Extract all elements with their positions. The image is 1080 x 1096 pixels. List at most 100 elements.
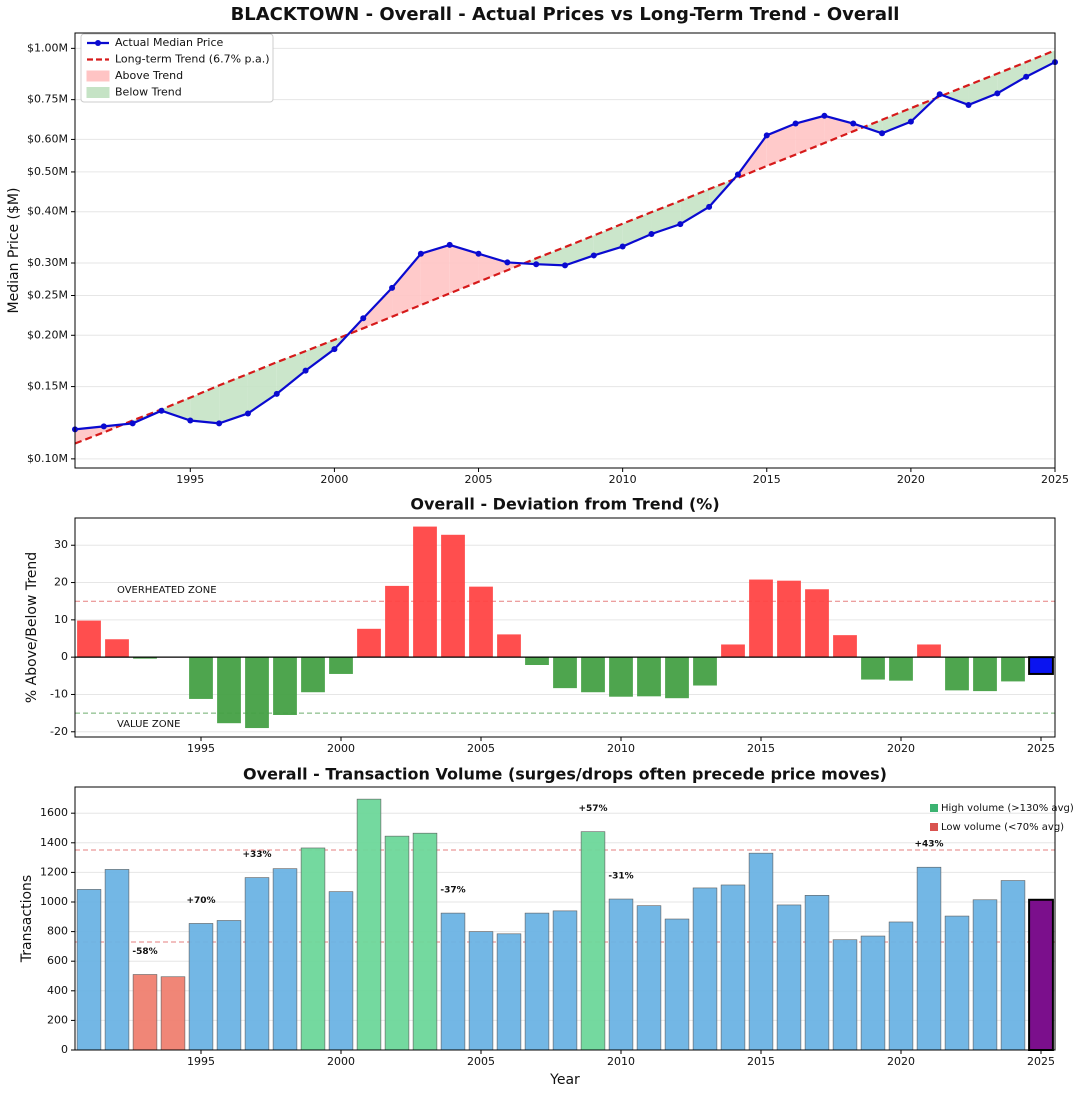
above-trend-fill xyxy=(363,287,393,329)
below-trend-fill xyxy=(219,373,248,424)
bar xyxy=(776,904,802,1051)
series-marker xyxy=(129,420,136,427)
x-tick-label: 1995 xyxy=(187,1055,215,1068)
bar xyxy=(77,620,101,658)
bar xyxy=(973,657,997,692)
series-marker xyxy=(562,262,568,269)
bar xyxy=(581,657,605,693)
below-trend-fill xyxy=(997,62,1027,94)
x-tick-label: 2025 xyxy=(1027,1055,1055,1068)
below-trend-fill xyxy=(942,85,969,105)
bar xyxy=(469,586,493,658)
bar xyxy=(301,657,325,693)
bar xyxy=(468,931,494,1051)
bar xyxy=(553,657,577,689)
y-tick-label: 1200 xyxy=(40,865,68,878)
bar xyxy=(329,657,353,674)
legend-box xyxy=(80,33,274,103)
y-tick-label: 20 xyxy=(54,576,68,589)
bar xyxy=(805,589,829,658)
series-marker xyxy=(389,284,396,291)
series-marker xyxy=(965,101,972,108)
series-marker xyxy=(821,112,828,119)
below-trend-fill xyxy=(863,119,883,134)
series-marker xyxy=(417,250,424,257)
y-tick-label: 1600 xyxy=(40,806,68,819)
bar xyxy=(188,923,214,1051)
bar xyxy=(777,580,801,658)
legend-swatch xyxy=(930,823,938,831)
bar xyxy=(245,657,269,729)
bar xyxy=(916,866,942,1051)
bar xyxy=(497,634,521,658)
bar-annotation: +43% xyxy=(914,840,943,850)
below-trend-fill xyxy=(1026,50,1055,77)
series-marker xyxy=(302,367,309,374)
bar xyxy=(300,847,326,1051)
chart-title: Overall - Transaction Volume (surges/dro… xyxy=(243,765,887,784)
bar xyxy=(328,891,354,1051)
series-marker xyxy=(446,241,453,248)
bar xyxy=(273,657,297,715)
above-trend-fill xyxy=(795,115,825,155)
bar xyxy=(356,798,382,1051)
series-marker xyxy=(158,407,165,414)
legend-label: Actual Median Price xyxy=(115,36,224,49)
x-tick-label: 2000 xyxy=(327,1055,355,1068)
bar xyxy=(1001,657,1025,682)
x-tick-label: 2010 xyxy=(607,1055,635,1068)
legend-label: Below Trend xyxy=(115,86,182,99)
bar xyxy=(749,579,773,658)
x-tick-label: 1995 xyxy=(187,742,215,755)
series-marker xyxy=(763,132,770,139)
y-tick-label: -20 xyxy=(50,725,68,738)
below-trend-fill xyxy=(536,247,565,266)
series-marker xyxy=(504,259,511,266)
bar xyxy=(720,884,746,1051)
y-tick-label: $0.50M xyxy=(27,165,68,178)
bar xyxy=(189,657,213,699)
bar xyxy=(580,831,606,1051)
x-tick-label: 2020 xyxy=(887,742,915,755)
reference-label: OVERHEATED ZONE xyxy=(117,585,217,596)
above-trend-fill xyxy=(420,244,450,306)
bar xyxy=(496,933,522,1051)
series-marker xyxy=(907,118,914,125)
legend-label: High volume (>130% avg) xyxy=(941,803,1074,814)
x-tick-label: 1995 xyxy=(176,473,204,486)
series-marker xyxy=(475,250,482,257)
below-trend-fill xyxy=(190,385,220,424)
bar xyxy=(76,889,102,1051)
series-marker xyxy=(648,230,655,237)
y-axis-label: Transactions xyxy=(19,875,35,963)
y-tick-label: $0.75M xyxy=(27,93,68,106)
bar xyxy=(525,657,549,665)
series-marker xyxy=(533,261,540,268)
bar-annotation: -31% xyxy=(608,872,633,882)
x-tick-label: 2010 xyxy=(607,742,635,755)
above-trend-fill xyxy=(75,426,104,444)
bar xyxy=(608,898,634,1051)
plot-frame xyxy=(74,32,1056,469)
bar xyxy=(412,832,438,1051)
series-marker xyxy=(1023,73,1030,80)
x-tick-label: 2015 xyxy=(747,1055,775,1068)
bar xyxy=(832,939,858,1051)
bar xyxy=(888,921,914,1051)
bar xyxy=(1000,880,1026,1051)
plot-frame xyxy=(74,786,1056,1051)
bar xyxy=(217,657,241,724)
y-tick-label: 400 xyxy=(47,984,68,997)
x-tick-label: 2025 xyxy=(1027,742,1055,755)
bar xyxy=(693,657,717,686)
y-tick-label: $1.00M xyxy=(27,41,68,54)
bar xyxy=(385,585,409,658)
y-tick-label: $0.30M xyxy=(27,256,68,269)
series-marker xyxy=(590,252,597,259)
bar xyxy=(917,644,941,658)
x-tick-label: 2005 xyxy=(467,742,495,755)
bar-annotation: +70% xyxy=(186,896,215,906)
bar xyxy=(413,526,437,658)
series-marker xyxy=(331,346,338,353)
legend-swatch xyxy=(95,40,101,46)
